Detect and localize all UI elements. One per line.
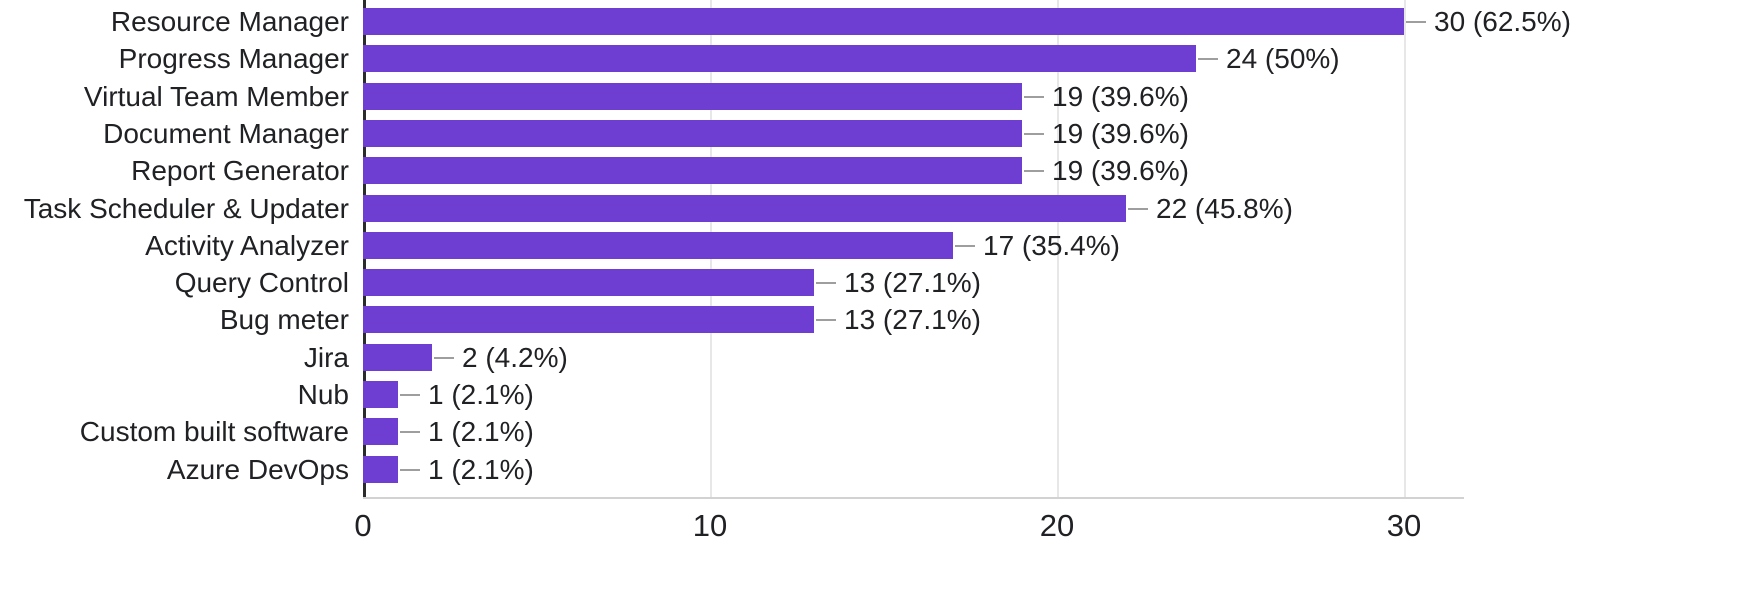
bar-row: Document Manager 19 (39.6%)	[0, 117, 1750, 149]
category-label: Query Control	[174, 267, 349, 299]
value-label: 19 (39.6%)	[1052, 80, 1189, 112]
connector-line	[955, 244, 975, 247]
gridline	[1404, 0, 1406, 497]
connector-line	[1406, 21, 1426, 23]
bar	[363, 119, 1022, 147]
bar-row: Query Control 13 (27.1%)	[0, 267, 1750, 299]
bar	[363, 418, 398, 446]
connector-line	[400, 468, 420, 471]
category-label: Resource Manager	[110, 6, 349, 37]
bar	[363, 194, 1126, 222]
category-label: Report Generator	[131, 155, 349, 187]
value-label: 13 (27.1%)	[844, 267, 981, 299]
connector-line	[1024, 170, 1044, 173]
category-label: Document Manager	[103, 117, 349, 149]
category-label: Nub	[297, 379, 349, 410]
bar	[363, 8, 1404, 35]
category-label: Custom built software	[79, 416, 349, 448]
bar-row: Custom built software 1 (2.1%)	[0, 416, 1750, 448]
bar	[363, 157, 1022, 185]
category-label: Progress Manager	[118, 43, 349, 75]
value-label: 24 (50%)	[1226, 43, 1340, 75]
category-label: Jira	[303, 341, 349, 373]
bar-row: Report Generator 19 (39.6%)	[0, 155, 1750, 187]
bar-row: Progress Manager 24 (50%)	[0, 43, 1750, 75]
value-label: 13 (27.1%)	[844, 304, 981, 336]
bar	[363, 343, 432, 371]
value-label: 1 (2.1%)	[428, 379, 534, 410]
connector-line	[816, 282, 836, 285]
value-label: 22 (45.8%)	[1156, 192, 1293, 224]
value-label: 19 (39.6%)	[1052, 117, 1189, 149]
bar-row: Bug meter 13 (27.1%)	[0, 304, 1750, 336]
connector-line	[816, 319, 836, 322]
connector-line	[1198, 58, 1218, 61]
connector-line	[1128, 207, 1148, 210]
value-label: 17 (35.4%)	[983, 229, 1120, 261]
bar-row: Jira 2 (4.2%)	[0, 341, 1750, 373]
bar-row: Nub 1 (2.1%)	[0, 379, 1750, 410]
bar-row: Virtual Team Member 19 (39.6%)	[0, 80, 1750, 112]
connector-line	[434, 356, 454, 359]
value-label: 1 (2.1%)	[428, 453, 534, 485]
category-label: Task Scheduler & Updater	[23, 192, 349, 224]
category-label: Virtual Team Member	[83, 80, 349, 112]
value-label: 2 (4.2%)	[462, 341, 568, 373]
value-label: 1 (2.1%)	[428, 416, 534, 448]
bar	[363, 306, 814, 334]
bar	[363, 381, 398, 408]
category-label: Azure DevOps	[166, 453, 349, 485]
bar	[363, 45, 1196, 73]
x-tick-label: 0	[354, 508, 372, 543]
bar-row: Activity Analyzer 17 (35.4%)	[0, 229, 1750, 261]
bar-row: Azure DevOps 1 (2.1%)	[0, 453, 1750, 485]
x-tick-label: 20	[1039, 508, 1075, 543]
connector-line	[400, 431, 420, 434]
bar	[363, 455, 398, 483]
bar	[363, 82, 1022, 110]
connector-line	[400, 394, 420, 396]
gridline	[1057, 0, 1059, 497]
bar	[363, 231, 953, 259]
bar	[363, 269, 814, 297]
category-label: Activity Analyzer	[145, 229, 349, 261]
x-tick-label: 30	[1386, 508, 1422, 543]
x-axis-line	[363, 497, 1464, 499]
category-label: Bug meter	[219, 304, 349, 336]
value-label: 30 (62.5%)	[1434, 6, 1571, 37]
bar-row: Task Scheduler & Updater 22 (45.8%)	[0, 192, 1750, 224]
connector-line	[1024, 95, 1044, 98]
connector-line	[1024, 132, 1044, 135]
x-tick-label: 10	[692, 508, 728, 543]
value-label: 19 (39.6%)	[1052, 155, 1189, 187]
bar-row: Resource Manager 30 (62.5%)	[0, 6, 1750, 37]
